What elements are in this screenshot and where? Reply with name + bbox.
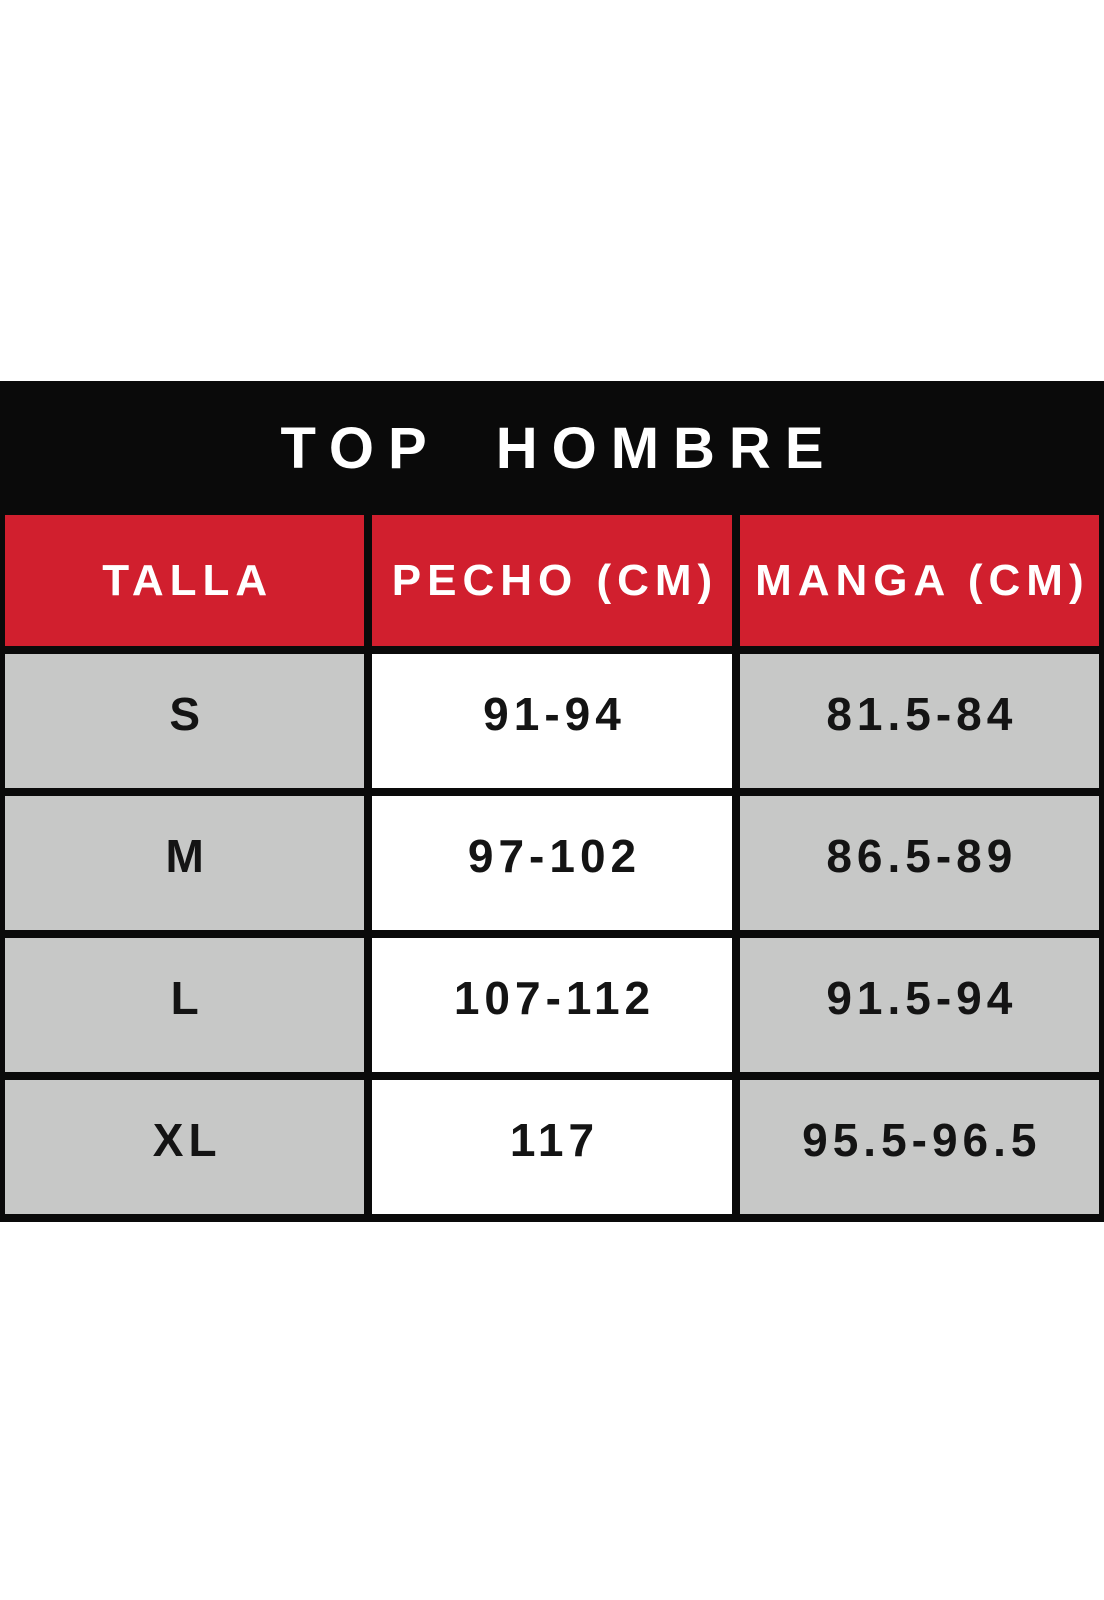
size-label-cell: M [5,796,365,930]
column-header-0: TALLA [5,515,365,646]
measurement-cell: 91-94 [372,654,732,788]
measurement-cell: 117 [372,1080,732,1214]
measurement-cell: 91.5-94 [739,938,1099,1072]
size-table: TALLA PECHO (CM) MANGA (CM) S 91-94 81.5-84 M 9… [5,515,1099,1214]
chart-title: TOP HOMBRE [280,415,838,481]
measurement-cell: 97-102 [372,796,732,930]
measurement-cell: 95.5-96.5 [739,1080,1099,1214]
size-chart-panel: TOP HOMBRE TALLA PECHO (CM) MANGA (CM) S 91-… [0,381,1104,1222]
column-header-2: MANGA (CM) [739,515,1099,646]
column-header-1: PECHO (CM) [372,515,732,646]
measurement-cell: 81.5-84 [739,654,1099,788]
size-label-cell: XL [5,1080,365,1214]
measurement-cell: 107-112 [372,938,732,1072]
size-label-cell: L [5,938,365,1072]
size-label-cell: S [5,654,365,788]
measurement-cell: 86.5-89 [739,796,1099,930]
